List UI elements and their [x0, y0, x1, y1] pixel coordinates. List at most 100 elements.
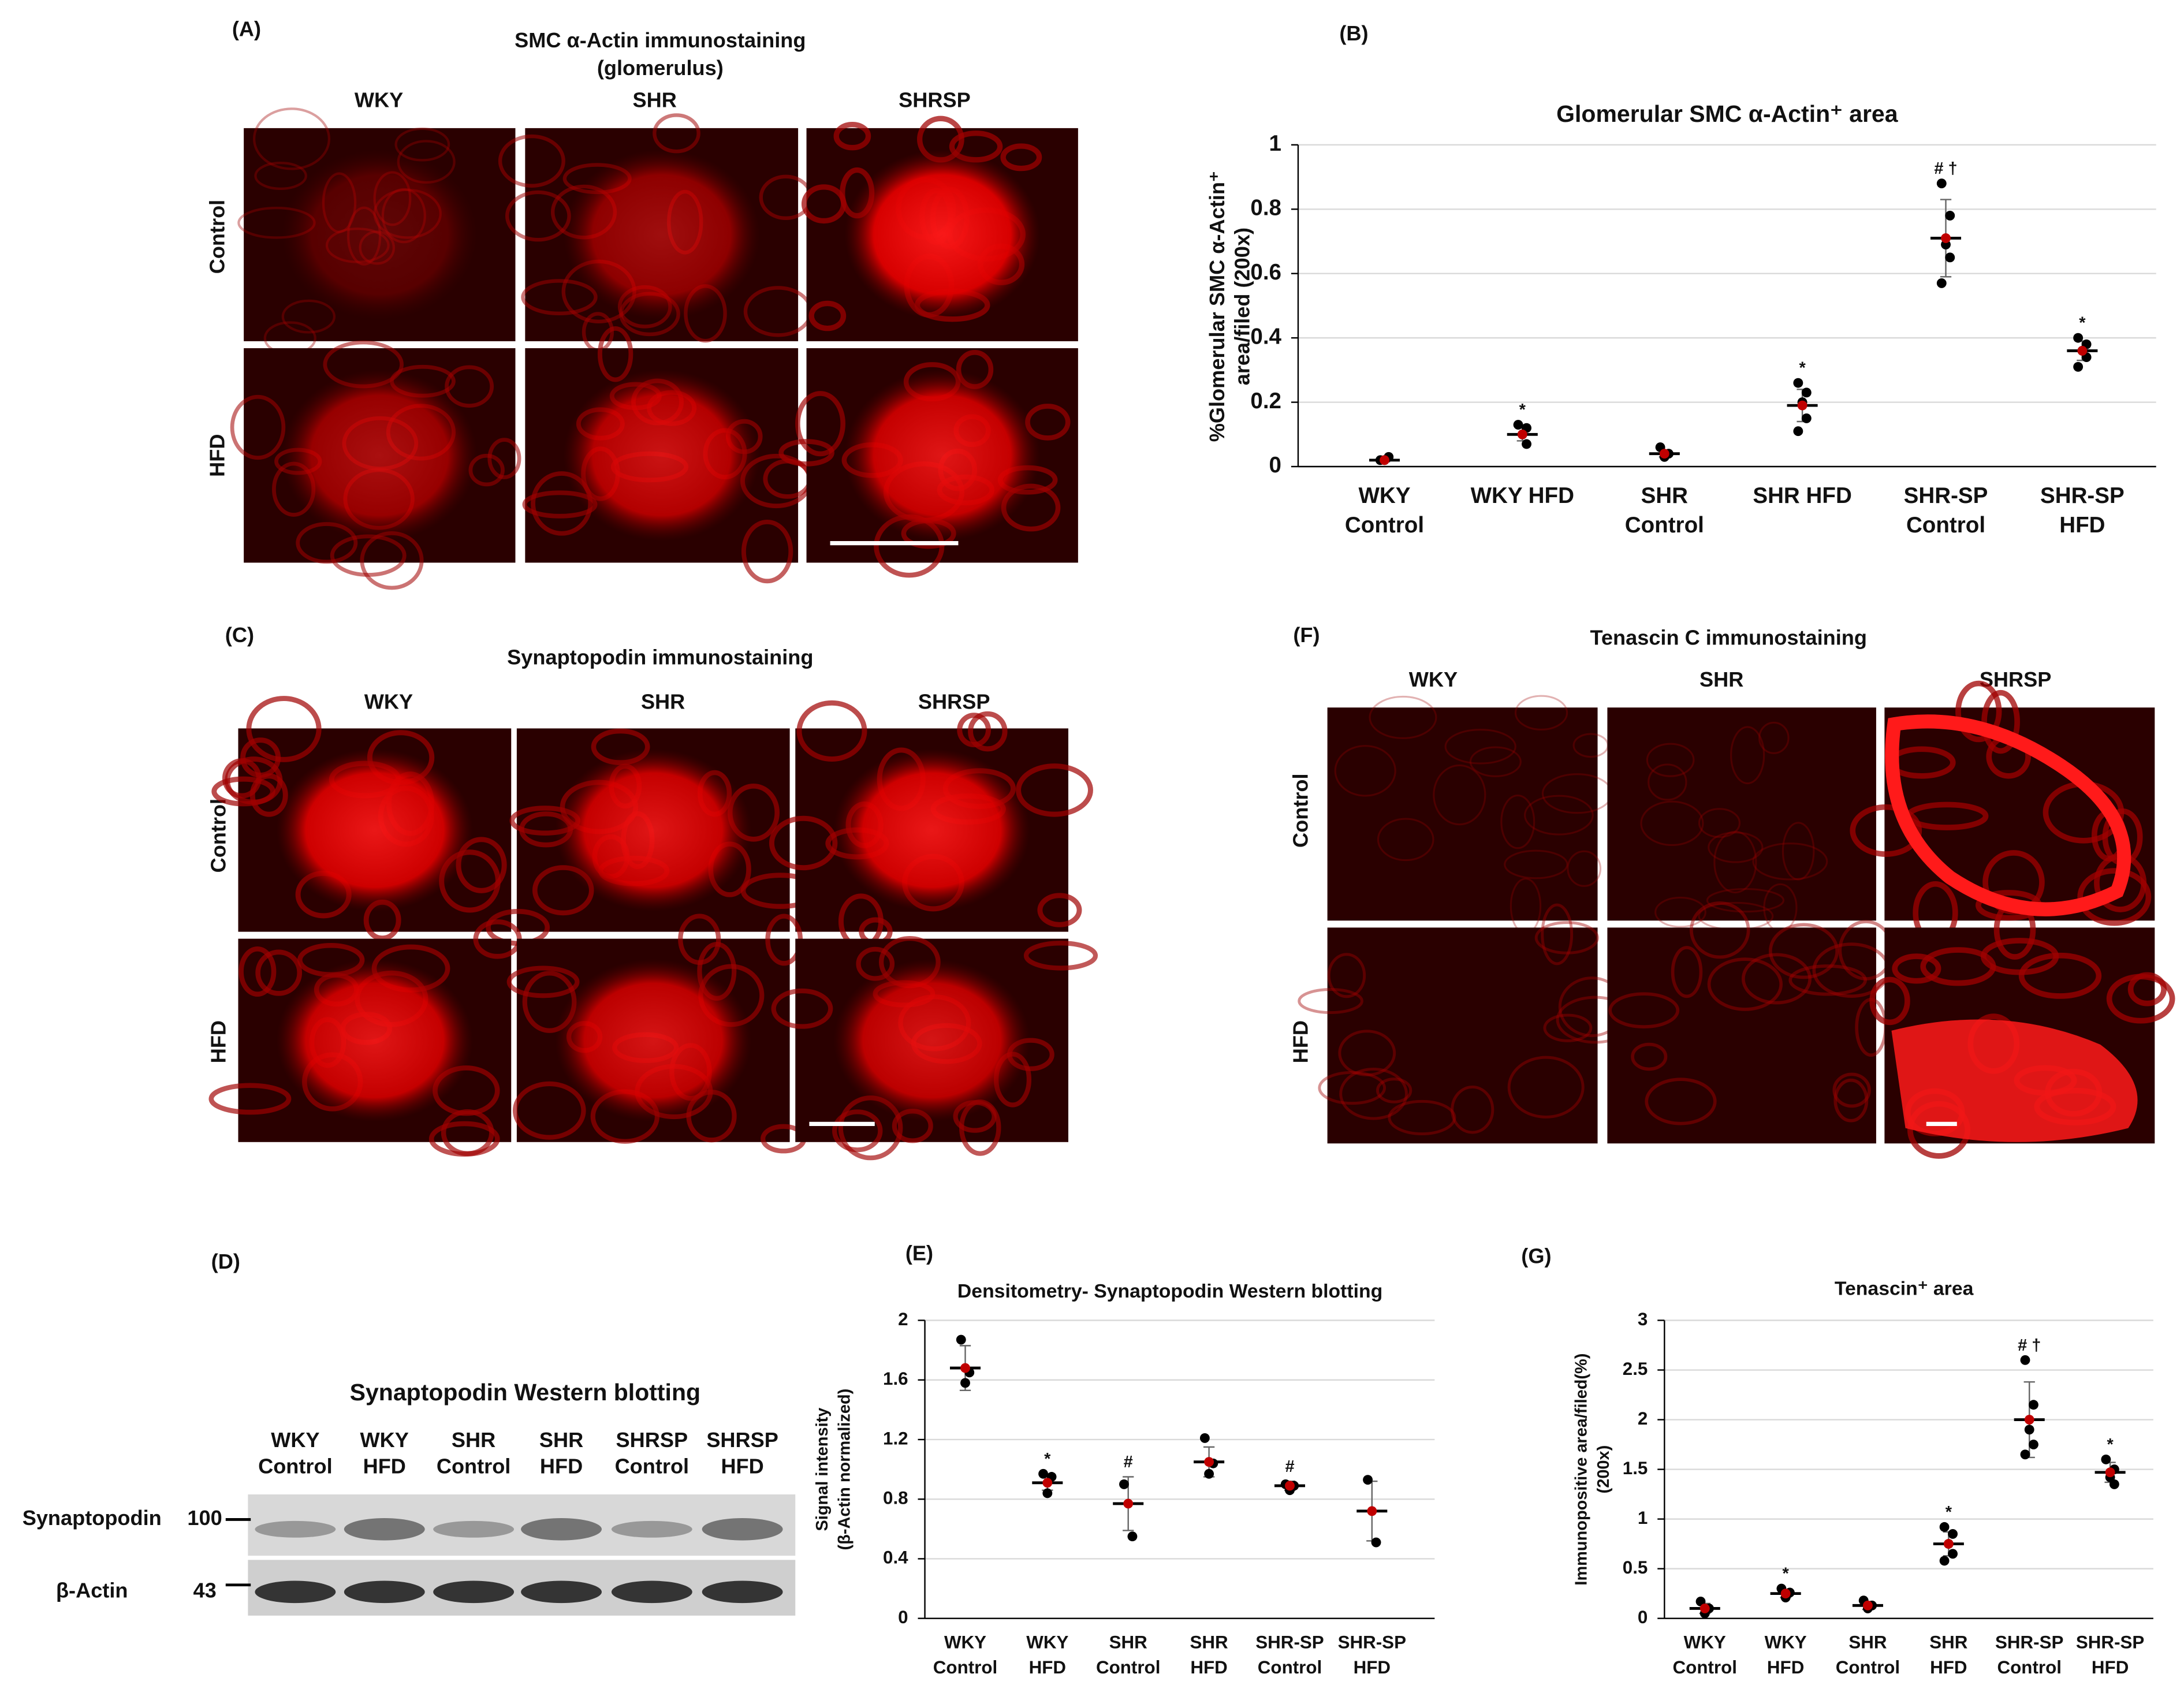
mean-point: [1042, 1478, 1053, 1488]
tubule: [1567, 850, 1602, 887]
mean-point: [2105, 1467, 2115, 1478]
tubule: [246, 696, 322, 762]
data-point: [2109, 1479, 2119, 1489]
tubule: [441, 1109, 494, 1157]
data-point: [1199, 1433, 1210, 1443]
x-tick-label: Control: [1625, 513, 1704, 538]
tubule: [1788, 964, 1867, 996]
tubule: [1334, 745, 1396, 797]
x-tick-label: SHR-SP: [1338, 1632, 1406, 1652]
x-tick-label: SHR: [1641, 483, 1689, 508]
tubule: [240, 737, 281, 778]
tubule: [1433, 764, 1486, 826]
mean-point: [2077, 345, 2088, 356]
x-tick-label: WKY: [1358, 483, 1410, 508]
data-point: [956, 1334, 966, 1345]
y-tick-label: 2.5: [1623, 1359, 1648, 1379]
glomerulus: [844, 370, 1041, 542]
tubule: [513, 1081, 586, 1140]
x-tick-label: WKY: [1765, 1632, 1807, 1652]
tubule: [1768, 923, 1839, 979]
mean-point: [1863, 1600, 1873, 1610]
y-tick-label: 0.4: [1250, 324, 1281, 349]
x-tick-label: Control: [1258, 1657, 1322, 1677]
data-point: [2073, 333, 2084, 343]
tubule: [597, 326, 633, 382]
mean-point: [1659, 449, 1669, 459]
tubule: [208, 1083, 292, 1115]
data-point: [1793, 378, 1803, 388]
y-tick-label: 0: [1269, 453, 1281, 478]
panel-label: (A): [232, 17, 261, 41]
data-point: [2101, 1454, 2111, 1464]
tubule: [1730, 726, 1765, 785]
tubule: [1500, 794, 1535, 849]
mean-point: [1285, 1481, 1295, 1491]
glomerulus: [563, 149, 760, 320]
x-tick-label: SHR-SP: [2076, 1632, 2144, 1652]
x-tick-label: Control: [1345, 513, 1424, 538]
lane-label: HFD: [540, 1455, 583, 1478]
tubule: [1640, 800, 1704, 847]
tubule: [1000, 143, 1042, 172]
x-tick-label: Control: [1997, 1657, 2062, 1677]
lane-label: SHRSP: [706, 1428, 778, 1452]
data-point: [1939, 1522, 1950, 1532]
column-label: WKY: [364, 690, 413, 714]
blot-band: [611, 1520, 692, 1538]
data-point: [1042, 1488, 1053, 1498]
row-label: HFD: [1289, 1020, 1313, 1063]
data-point: [2073, 361, 2084, 372]
row-label: HFD: [205, 434, 229, 477]
lane-label: WKY: [360, 1428, 409, 1452]
tenascin-signal: [1885, 714, 2131, 916]
tubule: [2106, 974, 2175, 1024]
tubule: [1648, 763, 1687, 801]
significance-label: *: [1799, 359, 1806, 378]
tubule: [1388, 1099, 1456, 1136]
tubule: [1377, 818, 1434, 862]
blot-band: [521, 1518, 602, 1541]
data-point: [1522, 439, 1531, 449]
blot-band: [344, 1518, 425, 1541]
x-tick-label: Control: [1673, 1657, 1737, 1677]
tubule: [1645, 1078, 1717, 1125]
data-point: [1945, 252, 1955, 263]
x-tick-label: Control: [1906, 513, 1985, 538]
chart-title: Tenascin⁺ area: [1835, 1277, 1974, 1299]
data-point: [2020, 1355, 2030, 1365]
blot-band: [255, 1520, 336, 1538]
tubule: [1920, 947, 1996, 986]
tubule: [281, 299, 336, 334]
x-tick-label: Control: [933, 1657, 997, 1677]
blot-strip: [248, 1494, 796, 1556]
data-point: [1363, 1475, 1373, 1485]
data-point: [1204, 1468, 1214, 1479]
marker-label: 100: [187, 1506, 222, 1530]
tubule: [1514, 695, 1568, 731]
y-axis-label: (β-Actin normalized): [836, 1389, 854, 1550]
tubule: [487, 438, 521, 479]
tubule: [1689, 901, 1750, 959]
tubule: [1850, 804, 1922, 857]
tubule: [833, 122, 871, 151]
tubule: [1713, 830, 1757, 894]
tubule: [498, 134, 565, 188]
x-tick-label: WKY HFD: [1471, 483, 1574, 508]
mean-point: [1123, 1498, 1134, 1509]
y-tick-label: 1: [1269, 131, 1281, 156]
mean-point: [960, 1363, 970, 1373]
tubule: [1708, 832, 1764, 863]
y-tick-label: 1.5: [1623, 1458, 1648, 1478]
blot-band: [433, 1580, 515, 1604]
significance-label: #: [1285, 1457, 1294, 1476]
lane-label: Control: [258, 1455, 333, 1478]
tubule: [1955, 680, 2002, 743]
data-point: [1945, 210, 1955, 221]
data-point: [1127, 1531, 1138, 1542]
glomerulus: [555, 959, 752, 1122]
blot-band: [344, 1580, 425, 1604]
data-point: [1939, 1556, 1950, 1566]
y-tick-label: 0: [898, 1607, 908, 1627]
